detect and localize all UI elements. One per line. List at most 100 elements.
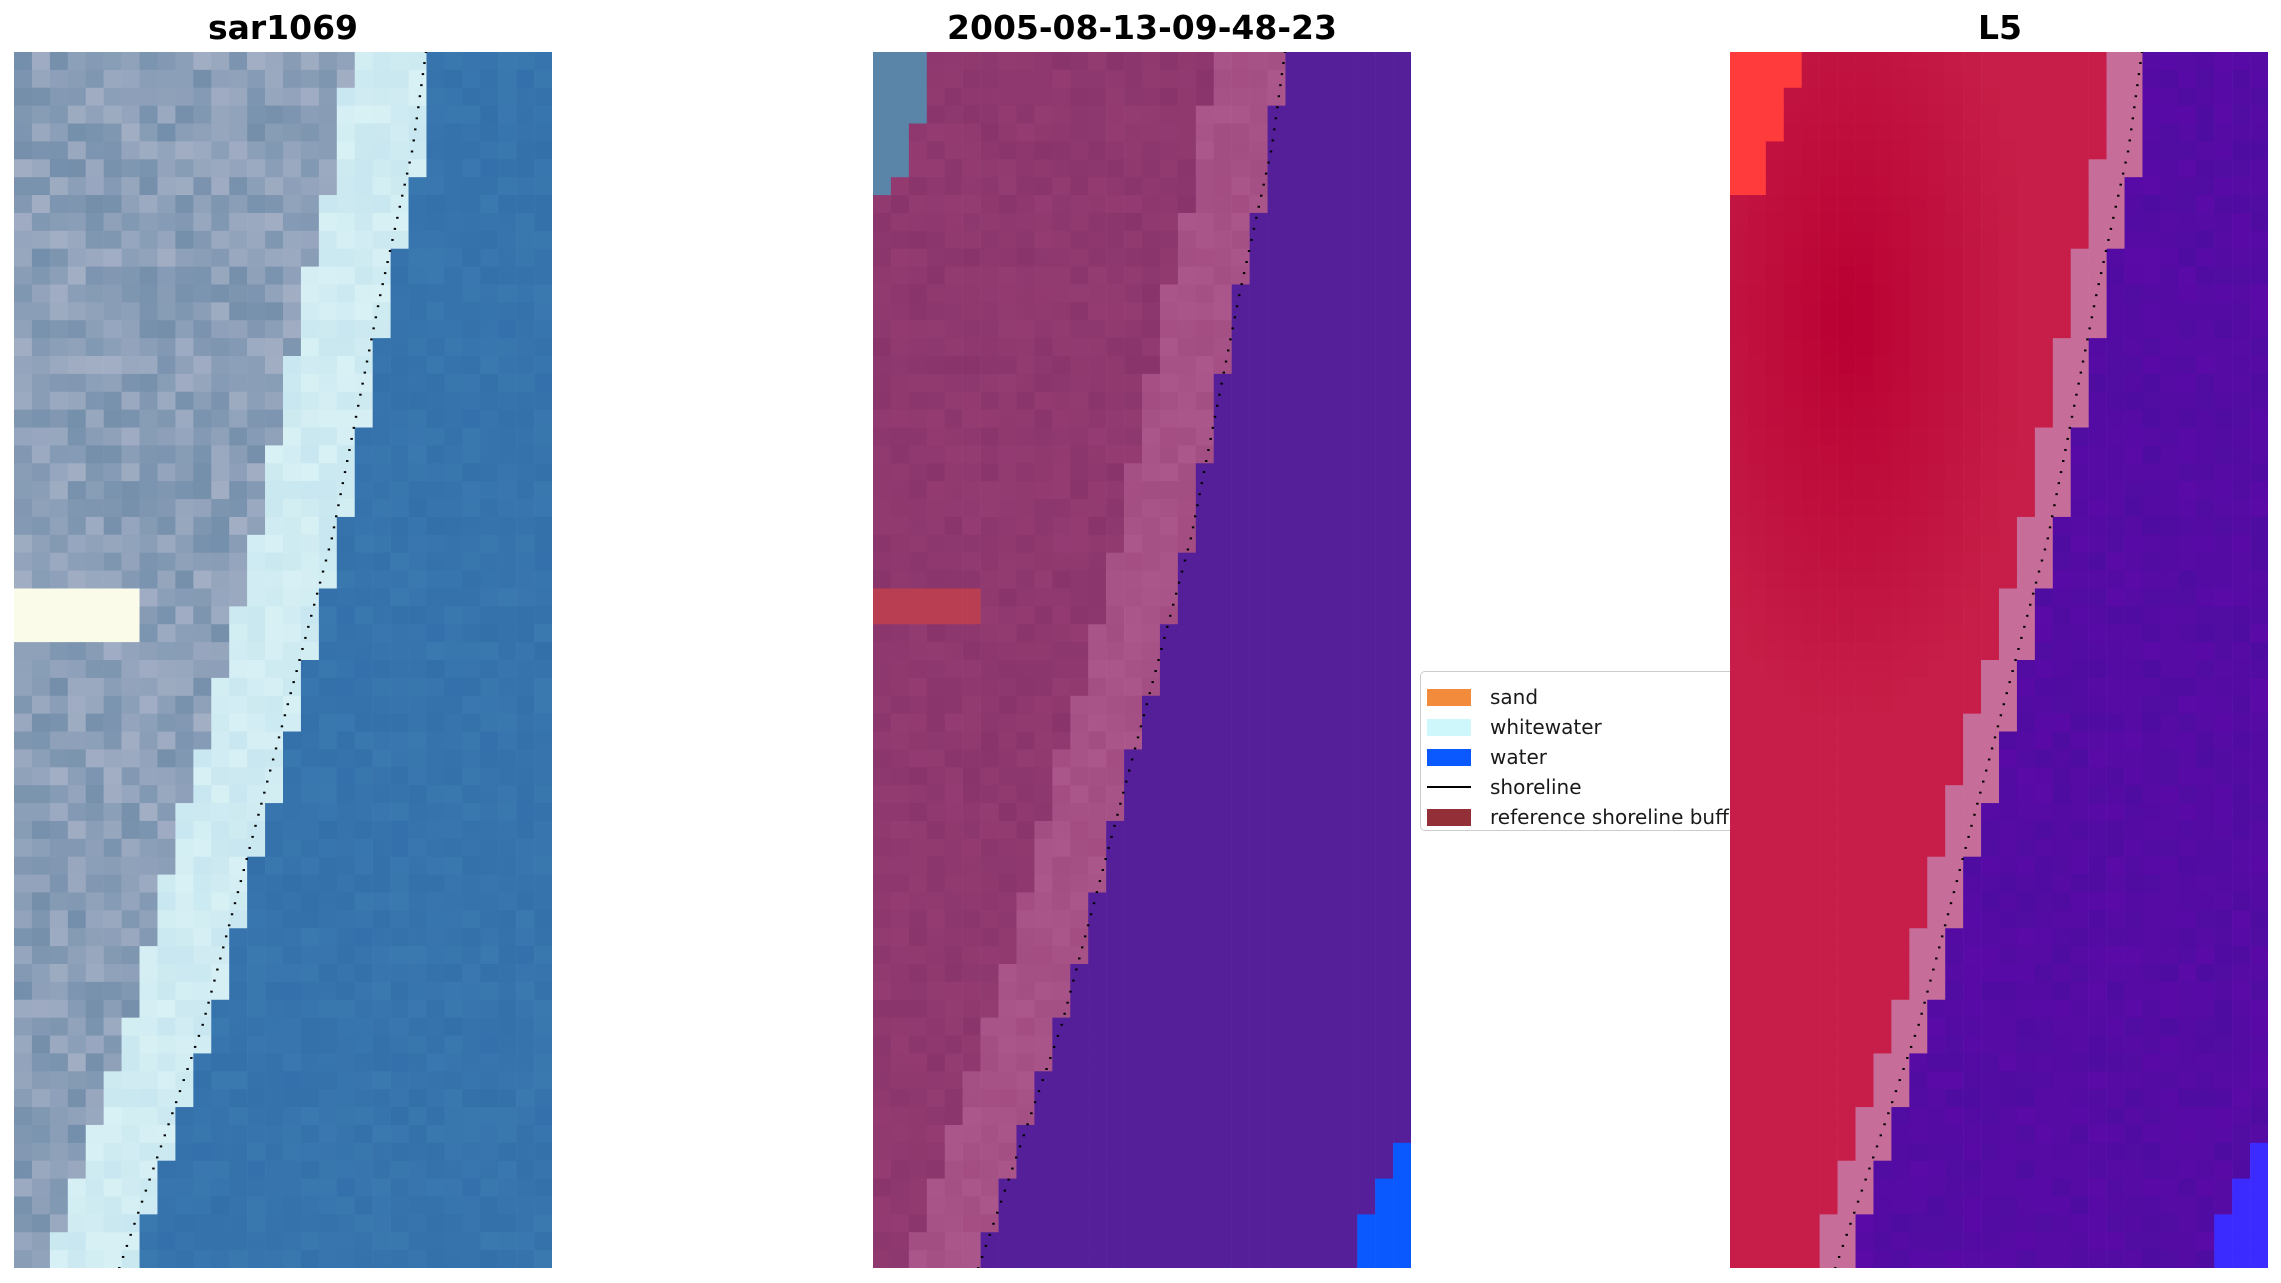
pixel	[944, 731, 963, 751]
pixel	[944, 373, 963, 393]
pixel	[2214, 195, 2233, 214]
pixel	[157, 159, 176, 178]
pixel	[247, 838, 266, 858]
pixel	[962, 1178, 981, 1198]
pixel	[944, 856, 963, 876]
pixel	[390, 731, 409, 751]
pixel	[873, 499, 892, 518]
pixel	[247, 1107, 266, 1126]
pixel	[2232, 52, 2251, 71]
pixel	[247, 356, 266, 375]
pixel	[103, 338, 122, 357]
pixel	[300, 463, 320, 482]
pixel	[1142, 159, 1161, 178]
shoreline-point	[1045, 1068, 1048, 1070]
pixel	[85, 356, 104, 375]
pixel	[1124, 999, 1143, 1019]
pixel	[1375, 731, 1394, 751]
pixel	[1393, 677, 1411, 697]
pixel	[67, 1178, 87, 1198]
pixel	[1855, 338, 1874, 357]
pixel	[908, 427, 928, 447]
pixel	[2034, 427, 2054, 447]
pixel	[229, 391, 248, 411]
pixel	[890, 177, 910, 196]
pixel	[1016, 1160, 1035, 1180]
pixel	[283, 642, 302, 661]
pixel	[444, 105, 463, 125]
pixel	[390, 964, 409, 983]
pixel	[2232, 373, 2251, 393]
pixel	[426, 981, 445, 1001]
pixel	[534, 981, 552, 1001]
pixel	[926, 159, 946, 178]
pixel	[1801, 445, 1820, 464]
pixel	[516, 123, 535, 143]
pixel	[1249, 731, 1268, 751]
pixel	[14, 320, 33, 339]
shoreline-point	[174, 1101, 178, 1104]
pixel	[49, 1232, 69, 1251]
pixel	[962, 981, 981, 1001]
pixel	[390, 177, 409, 196]
pixel	[14, 177, 33, 196]
pixel	[1088, 195, 1107, 214]
pixel	[1159, 141, 1179, 160]
pixel	[516, 52, 535, 71]
pixel	[944, 1160, 963, 1180]
pixel	[14, 1196, 33, 1215]
pixel	[444, 892, 463, 911]
pixel	[229, 302, 248, 321]
pixel	[444, 642, 463, 661]
pixel	[265, 177, 284, 196]
pixel	[1783, 87, 1803, 107]
shoreline-point	[190, 1056, 193, 1059]
pixel	[211, 320, 230, 339]
pixel	[1159, 820, 1179, 840]
pixel	[944, 892, 963, 911]
pixel	[211, 1089, 230, 1108]
pixel	[1375, 141, 1394, 160]
pixel	[962, 695, 981, 715]
pixel	[2250, 427, 2268, 447]
pixel	[2088, 409, 2107, 429]
pixel	[1159, 803, 1179, 822]
pixel	[14, 892, 33, 911]
pixel	[175, 803, 194, 822]
pixel	[1393, 1017, 1411, 1037]
pixel	[229, 338, 248, 357]
pixel	[1303, 1053, 1322, 1072]
pixel	[908, 52, 928, 71]
pixel	[1213, 892, 1232, 911]
pixel	[139, 1124, 158, 1144]
pixel	[426, 481, 445, 500]
pixel	[318, 1232, 338, 1251]
pixel	[1052, 570, 1071, 590]
pixel	[890, 731, 910, 751]
pixel	[1285, 284, 1304, 303]
pixel	[980, 445, 999, 464]
pixel	[1052, 749, 1071, 768]
pixel	[1034, 660, 1053, 679]
shoreline-point	[239, 880, 243, 883]
pixel	[354, 695, 373, 715]
pixel	[1357, 105, 1376, 125]
pixel	[1909, 445, 1928, 464]
pixel	[998, 892, 1017, 911]
pixel	[49, 463, 69, 482]
pixel	[1819, 52, 1838, 71]
pixel	[462, 946, 481, 965]
pixel	[980, 177, 999, 196]
pixel	[1195, 552, 1215, 572]
pixel	[103, 1107, 122, 1126]
pixel	[944, 660, 963, 679]
pixel	[998, 981, 1017, 1001]
pixel	[1213, 69, 1232, 89]
pixel	[390, 52, 409, 71]
pixel	[1016, 445, 1035, 464]
pixel	[103, 463, 122, 482]
pixel	[1873, 320, 1892, 339]
pixel	[1142, 785, 1161, 804]
pixel	[1249, 785, 1268, 804]
pixel	[175, 695, 194, 715]
